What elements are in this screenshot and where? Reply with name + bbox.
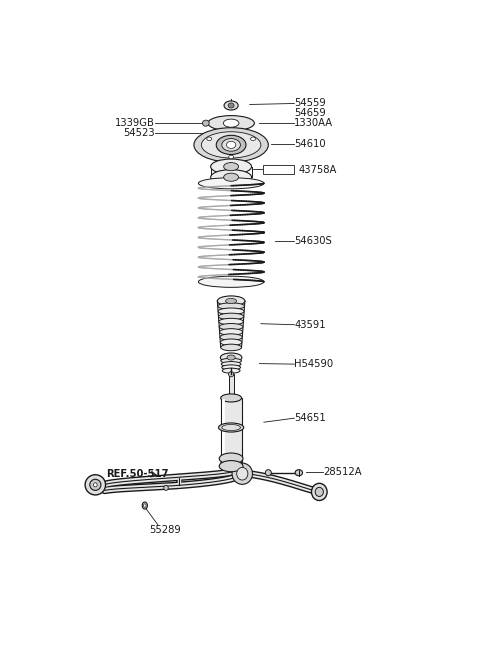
Text: 54610: 54610 bbox=[294, 139, 326, 149]
Ellipse shape bbox=[221, 460, 241, 468]
Ellipse shape bbox=[251, 137, 255, 140]
Ellipse shape bbox=[220, 353, 242, 362]
Text: 54523: 54523 bbox=[123, 128, 155, 138]
Ellipse shape bbox=[295, 470, 302, 476]
Text: 1339GB: 1339GB bbox=[115, 118, 155, 128]
Ellipse shape bbox=[144, 504, 146, 507]
Ellipse shape bbox=[218, 423, 244, 432]
Text: REF.50-517: REF.50-517 bbox=[107, 469, 169, 479]
Ellipse shape bbox=[228, 372, 234, 377]
Ellipse shape bbox=[222, 368, 240, 373]
Ellipse shape bbox=[219, 323, 243, 330]
Ellipse shape bbox=[164, 485, 168, 491]
Ellipse shape bbox=[211, 170, 252, 185]
Text: 54630S: 54630S bbox=[294, 236, 332, 247]
Ellipse shape bbox=[221, 358, 241, 363]
Ellipse shape bbox=[227, 355, 235, 360]
Ellipse shape bbox=[207, 137, 212, 140]
Ellipse shape bbox=[218, 303, 244, 310]
Ellipse shape bbox=[221, 394, 241, 402]
Bar bbox=[228, 374, 234, 398]
Ellipse shape bbox=[198, 178, 264, 189]
Ellipse shape bbox=[226, 298, 237, 304]
Text: 43591: 43591 bbox=[294, 319, 326, 330]
Ellipse shape bbox=[218, 313, 244, 319]
Text: 1330AA: 1330AA bbox=[294, 118, 334, 128]
Ellipse shape bbox=[224, 101, 238, 110]
Ellipse shape bbox=[194, 128, 268, 162]
Ellipse shape bbox=[312, 483, 327, 501]
Ellipse shape bbox=[198, 276, 264, 287]
Ellipse shape bbox=[315, 487, 324, 497]
Ellipse shape bbox=[224, 163, 239, 171]
Ellipse shape bbox=[211, 159, 252, 174]
Ellipse shape bbox=[222, 365, 240, 370]
Ellipse shape bbox=[142, 502, 147, 509]
Ellipse shape bbox=[224, 173, 239, 181]
Ellipse shape bbox=[217, 296, 245, 306]
Ellipse shape bbox=[265, 470, 271, 476]
Ellipse shape bbox=[90, 480, 101, 491]
Ellipse shape bbox=[222, 138, 240, 151]
Ellipse shape bbox=[203, 120, 209, 126]
Ellipse shape bbox=[202, 132, 261, 158]
Bar bbox=[221, 398, 241, 464]
Text: 54659: 54659 bbox=[294, 108, 326, 117]
Ellipse shape bbox=[208, 115, 254, 131]
Ellipse shape bbox=[221, 361, 241, 367]
Ellipse shape bbox=[94, 483, 97, 487]
Ellipse shape bbox=[219, 461, 243, 472]
Text: 54651: 54651 bbox=[294, 413, 326, 423]
Text: 28512A: 28512A bbox=[323, 467, 361, 477]
Ellipse shape bbox=[219, 453, 243, 464]
Ellipse shape bbox=[216, 135, 246, 154]
Ellipse shape bbox=[220, 339, 242, 346]
Ellipse shape bbox=[219, 318, 243, 325]
Ellipse shape bbox=[228, 155, 234, 159]
Ellipse shape bbox=[222, 424, 240, 430]
Ellipse shape bbox=[237, 468, 248, 480]
Text: 54559: 54559 bbox=[294, 98, 326, 108]
Ellipse shape bbox=[220, 334, 242, 340]
Ellipse shape bbox=[228, 103, 234, 108]
Ellipse shape bbox=[227, 141, 236, 148]
FancyBboxPatch shape bbox=[263, 165, 294, 174]
Ellipse shape bbox=[218, 308, 244, 315]
Ellipse shape bbox=[232, 463, 252, 484]
Ellipse shape bbox=[221, 344, 241, 351]
Ellipse shape bbox=[228, 396, 234, 400]
Ellipse shape bbox=[223, 119, 239, 127]
Text: H54590: H54590 bbox=[294, 359, 334, 369]
Ellipse shape bbox=[85, 475, 106, 495]
Text: 55289: 55289 bbox=[149, 525, 181, 535]
Ellipse shape bbox=[219, 329, 243, 335]
Text: 43758A: 43758A bbox=[298, 165, 336, 174]
